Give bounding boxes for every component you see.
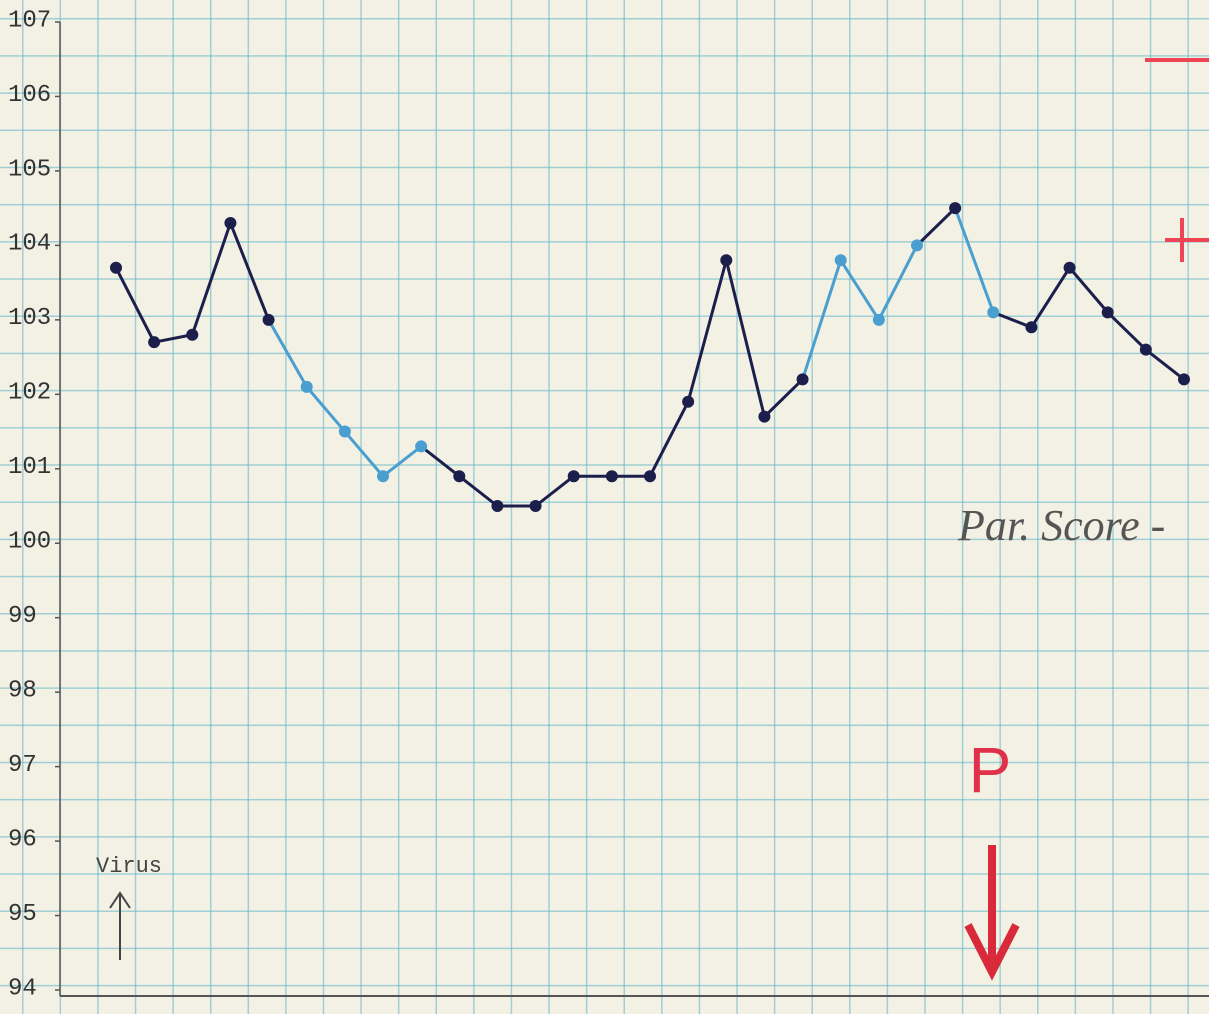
data-point	[796, 373, 809, 386]
red-marks	[1145, 58, 1209, 262]
y-tick-label: 105	[8, 156, 51, 183]
line-segment	[1106, 310, 1148, 352]
p-annotation: P	[969, 734, 1012, 806]
line-segment	[953, 206, 995, 314]
data-point	[1063, 261, 1076, 274]
line-segment	[190, 221, 232, 337]
line-segment	[1068, 266, 1110, 314]
y-tick-label: 97	[8, 752, 37, 779]
data-point	[377, 470, 389, 483]
data-point	[110, 261, 122, 274]
data-point	[987, 306, 1000, 319]
line-segment	[839, 258, 881, 322]
line-segment	[267, 318, 309, 389]
data-point	[758, 410, 771, 423]
line-segment	[1144, 348, 1186, 381]
data-point	[720, 254, 733, 267]
y-tick-label: 101	[8, 454, 51, 481]
line-segment	[534, 474, 576, 508]
y-tick-label: 94	[8, 975, 37, 1002]
data-point	[605, 470, 618, 483]
line-segment	[419, 444, 461, 478]
y-tick-label: 104	[8, 231, 51, 258]
virus-arrow	[109, 891, 131, 960]
data-point	[644, 470, 656, 483]
data-point	[1025, 321, 1038, 334]
data-point	[911, 239, 923, 252]
data-point	[453, 470, 466, 483]
line-segment	[801, 258, 843, 381]
y-tick-label: 95	[8, 901, 37, 928]
line-segment	[877, 243, 919, 322]
y-tick-label: 99	[8, 603, 37, 630]
line-segment	[915, 206, 957, 247]
data-point	[1101, 306, 1114, 319]
data-point	[1178, 373, 1190, 386]
data-point	[872, 313, 885, 326]
line-segment	[686, 258, 728, 404]
y-tick-label: 96	[8, 826, 37, 853]
data-point	[338, 425, 351, 438]
line-segment	[1029, 266, 1072, 329]
data-point	[529, 500, 542, 512]
data-point	[300, 380, 313, 393]
data-point	[148, 336, 161, 349]
data-point	[949, 202, 962, 215]
y-tick-label: 107	[8, 7, 51, 34]
y-tick-label: 100	[8, 529, 51, 556]
line-segment	[457, 474, 499, 508]
p-arrow	[964, 845, 1020, 981]
line-segment	[762, 377, 805, 419]
line-segment	[724, 258, 766, 419]
line-segment	[381, 444, 423, 478]
data-point	[491, 500, 504, 512]
score-annotation: Par. Score -	[957, 501, 1165, 550]
y-tick-label: 103	[8, 305, 51, 332]
line-segment	[114, 266, 156, 344]
line-segment	[343, 430, 385, 478]
data-point	[186, 328, 199, 341]
y-tick-label: 106	[8, 82, 51, 109]
data-point	[567, 470, 580, 483]
virus-label: Virus	[96, 854, 162, 879]
line-segment	[152, 333, 194, 344]
line-segment	[305, 385, 347, 434]
data-point	[682, 395, 695, 408]
data-point	[1139, 343, 1152, 356]
data-point	[224, 217, 237, 230]
data-point	[834, 254, 847, 267]
data-point	[415, 440, 428, 453]
line-segment	[648, 400, 690, 478]
data-point	[262, 313, 275, 326]
line-segment	[228, 221, 271, 322]
y-tick-label: 102	[8, 380, 51, 407]
line-segment	[991, 310, 1033, 329]
y-tick-label: 98	[8, 677, 37, 704]
